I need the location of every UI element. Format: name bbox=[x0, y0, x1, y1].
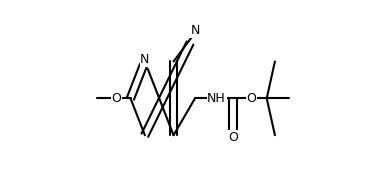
Text: N: N bbox=[190, 24, 200, 37]
Text: O: O bbox=[246, 92, 256, 105]
Text: O: O bbox=[111, 92, 121, 105]
Text: N: N bbox=[140, 53, 149, 66]
Text: NH: NH bbox=[207, 92, 226, 105]
Text: O: O bbox=[228, 131, 238, 144]
